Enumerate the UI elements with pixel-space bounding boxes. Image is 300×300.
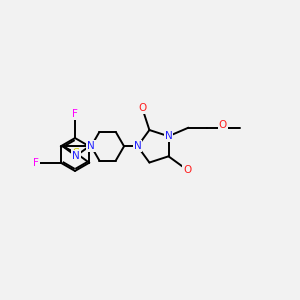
Text: N: N bbox=[87, 141, 95, 151]
Text: N: N bbox=[72, 151, 80, 161]
Text: O: O bbox=[138, 103, 146, 113]
Text: F: F bbox=[72, 109, 78, 119]
Text: O: O bbox=[218, 120, 227, 130]
Text: N: N bbox=[134, 141, 141, 151]
Text: N: N bbox=[165, 131, 172, 141]
Text: F: F bbox=[33, 158, 39, 168]
Text: S: S bbox=[72, 148, 80, 158]
Text: O: O bbox=[183, 165, 191, 175]
